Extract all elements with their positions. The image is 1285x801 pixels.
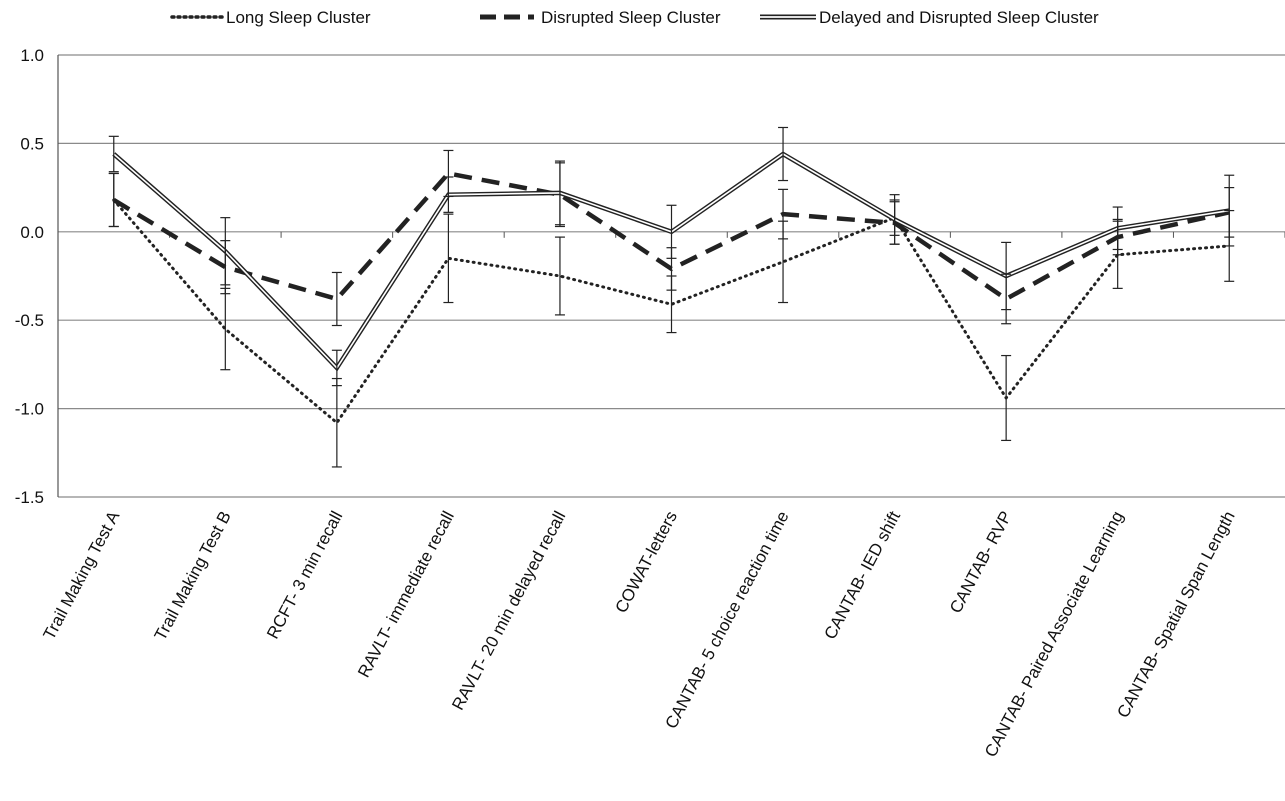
- x-tick-label: RAVLT- 20 min delayed recall: [448, 508, 569, 713]
- axes: [57, 55, 1285, 497]
- x-tick-label: CANTAB- RVP: [946, 508, 1016, 616]
- y-tick-label: 0.5: [20, 134, 44, 153]
- series-layer: [108, 126, 1235, 468]
- legend-label-delayed-disrupted-sleep: Delayed and Disrupted Sleep Cluster: [819, 8, 1099, 27]
- y-tick-label: -1.5: [15, 488, 44, 507]
- x-tick-label: COWAT-letters: [611, 508, 681, 616]
- x-tick-labels: Trail Making Test A Trail Making Test B RC…: [40, 507, 1239, 760]
- x-tick-label: CANTAB- Paired Associate Learning: [981, 508, 1127, 760]
- legend-label-disrupted-sleep: Disrupted Sleep Cluster: [541, 8, 721, 27]
- error-bars-2: [108, 126, 1235, 387]
- x-tick-label: CANTAB- Spatial Span Length: [1113, 508, 1238, 721]
- x-tick-label: RCFT- 3 min recall: [263, 508, 346, 642]
- y-tick-label: 0.0: [20, 223, 44, 242]
- y-tick-label: 1.0: [20, 46, 44, 65]
- x-tick-label: CANTAB- 5 choice reaction time: [662, 508, 793, 732]
- x-tick-label: CANTAB- IED shift: [821, 508, 905, 643]
- x-tick-label: Trail Making Test B: [151, 508, 235, 644]
- x-tick-label: Trail Making Test A: [40, 507, 124, 642]
- legend-label-long-sleep: Long Sleep Cluster: [226, 8, 371, 27]
- x-tick-label: RAVLT- immediate recall: [354, 508, 458, 681]
- y-tick-label: -0.5: [15, 311, 44, 330]
- legend: Long Sleep Cluster Disrupted Sleep Clust…: [170, 8, 1099, 27]
- y-tick-label: -1.0: [15, 400, 44, 419]
- y-tick-labels: 1.0 0.5 0.0 -0.5 -1.0 -1.5: [15, 46, 44, 507]
